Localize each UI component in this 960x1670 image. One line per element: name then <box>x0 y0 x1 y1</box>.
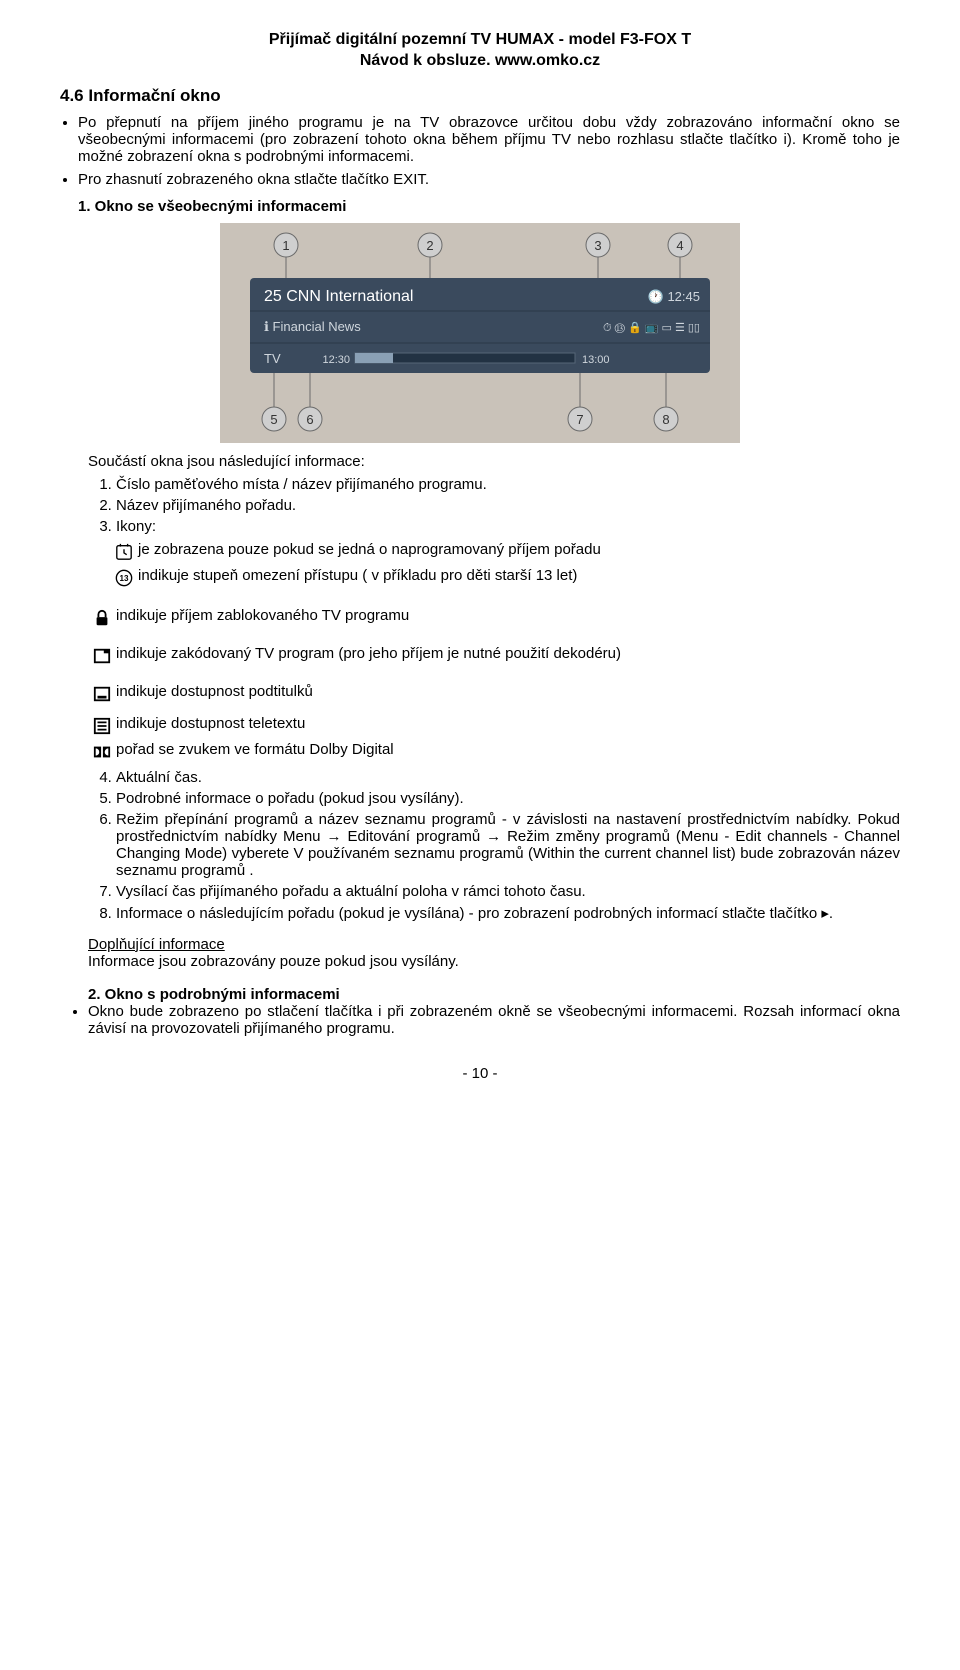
svg-text:6: 6 <box>306 412 313 427</box>
icon-text-scramble: indikuje zakódovaný TV program (pro jeho… <box>116 645 900 662</box>
icon-text-dolby: pořad se zvukem ve formátu Dolby Digital <box>116 741 900 758</box>
components-list-rest: Aktuální čas. Podrobné informace o pořad… <box>88 769 900 922</box>
page-number: - 10 - <box>60 1065 900 1082</box>
age-icon: 13 <box>110 567 138 587</box>
components-intro: Součástí okna jsou následující informace… <box>88 453 900 470</box>
sub2-title: 2. Okno s podrobnými informacemi <box>88 986 900 1003</box>
comp-7: Vysílací čas přijímaného pořadu a aktuál… <box>116 883 900 900</box>
icon-row-age: 13 indikuje stupeň omezení přístupu ( v … <box>110 567 900 587</box>
svg-text:5: 5 <box>270 412 277 427</box>
osd-clock: 🕐 12:45 <box>648 289 700 304</box>
osd-info: ℹ Financial News <box>264 319 361 334</box>
icon-text-lock: indikuje příjem zablokovaného TV program… <box>116 607 900 624</box>
comp-4: Aktuální čas. <box>116 769 900 786</box>
page-header: Přijímač digitální pozemní TV HUMAX - mo… <box>60 30 900 72</box>
teletext-icon <box>88 715 116 735</box>
osd-screenshot: 25 CNN International 🕐 12:45 ℹ Financial… <box>220 223 740 443</box>
icon-text-clock: je zobrazena pouze pokud se jedná o napr… <box>138 541 900 558</box>
clock-icon <box>110 541 138 561</box>
svg-text:3: 3 <box>594 238 601 253</box>
intro-bullets: Po přepnutí na příjem jiného programu je… <box>60 114 900 188</box>
svg-text:13: 13 <box>120 574 129 583</box>
icon-text-subtitle: indikuje dostupnost podtitulků <box>116 683 900 700</box>
intro-bullet-1: Po přepnutí na příjem jiného programu je… <box>78 114 900 165</box>
comp-1: Číslo paměťového místa / název přijímané… <box>116 476 900 493</box>
components-list: Číslo paměťového místa / název přijímané… <box>88 476 900 535</box>
icon-row-scramble: indikuje zakódovaný TV program (pro jeho… <box>88 645 900 665</box>
scramble-icon <box>88 645 116 665</box>
svg-text:4: 4 <box>676 238 683 253</box>
header-line1: Přijímač digitální pozemní TV HUMAX - mo… <box>60 30 900 51</box>
osd-icons: ⏱ ⑬ 🔒 📺 ▭ ☰ ▯▯ <box>603 321 700 334</box>
subtitle-icon <box>88 683 116 703</box>
svg-text:1: 1 <box>282 238 289 253</box>
section-title: 4.6 Informační okno <box>60 86 900 106</box>
sub2-bullet-1: Okno bude zobrazeno po stlačení tlačítka… <box>88 1003 900 1037</box>
svg-text:8: 8 <box>662 412 669 427</box>
sub1-title: 1. Okno se všeobecnými informacemi <box>78 198 900 215</box>
comp-6: Režim přepínání programů a název seznamu… <box>116 811 900 879</box>
osd-source: TV <box>264 351 281 366</box>
comp-3: Ikony: <box>116 518 900 535</box>
sub2-bullets: Okno bude zobrazeno po stlačení tlačítka… <box>70 1003 900 1037</box>
comp-5: Podrobné informace o pořadu (pokud jsou … <box>116 790 900 807</box>
intro-bullet-2: Pro zhasnutí zobrazeného okna stlačte tl… <box>78 171 900 188</box>
comp-2: Název přijímaného pořadu. <box>116 497 900 514</box>
svg-text:7: 7 <box>576 412 583 427</box>
comp-8: Informace o následujícím pořadu (pokud j… <box>116 904 900 922</box>
osd-end: 13:00 <box>582 354 610 366</box>
header-line2: Návod k obsluze. www.omko.cz <box>60 51 900 72</box>
icon-row-teletext: indikuje dostupnost teletextu <box>88 715 900 735</box>
icon-row-clock: je zobrazena pouze pokud se jedná o napr… <box>110 541 900 561</box>
osd-channel: 25 CNN International <box>264 288 413 305</box>
svg-text:2: 2 <box>426 238 433 253</box>
icon-row-subtitle: indikuje dostupnost podtitulků <box>88 683 900 703</box>
lock-icon <box>88 607 116 627</box>
icon-text-teletext: indikuje dostupnost teletextu <box>116 715 900 732</box>
osd-start: 12:30 <box>322 354 350 366</box>
supplementary-heading: Doplňující informace <box>88 936 225 953</box>
icon-row-dolby: pořad se zvukem ve formátu Dolby Digital <box>88 741 900 761</box>
icon-text-age: indikuje stupeň omezení přístupu ( v pří… <box>138 567 900 584</box>
icon-row-lock: indikuje příjem zablokovaného TV program… <box>88 607 900 627</box>
dolby-icon <box>88 741 116 761</box>
supplementary-text: Informace jsou zobrazovány pouze pokud j… <box>88 953 900 970</box>
